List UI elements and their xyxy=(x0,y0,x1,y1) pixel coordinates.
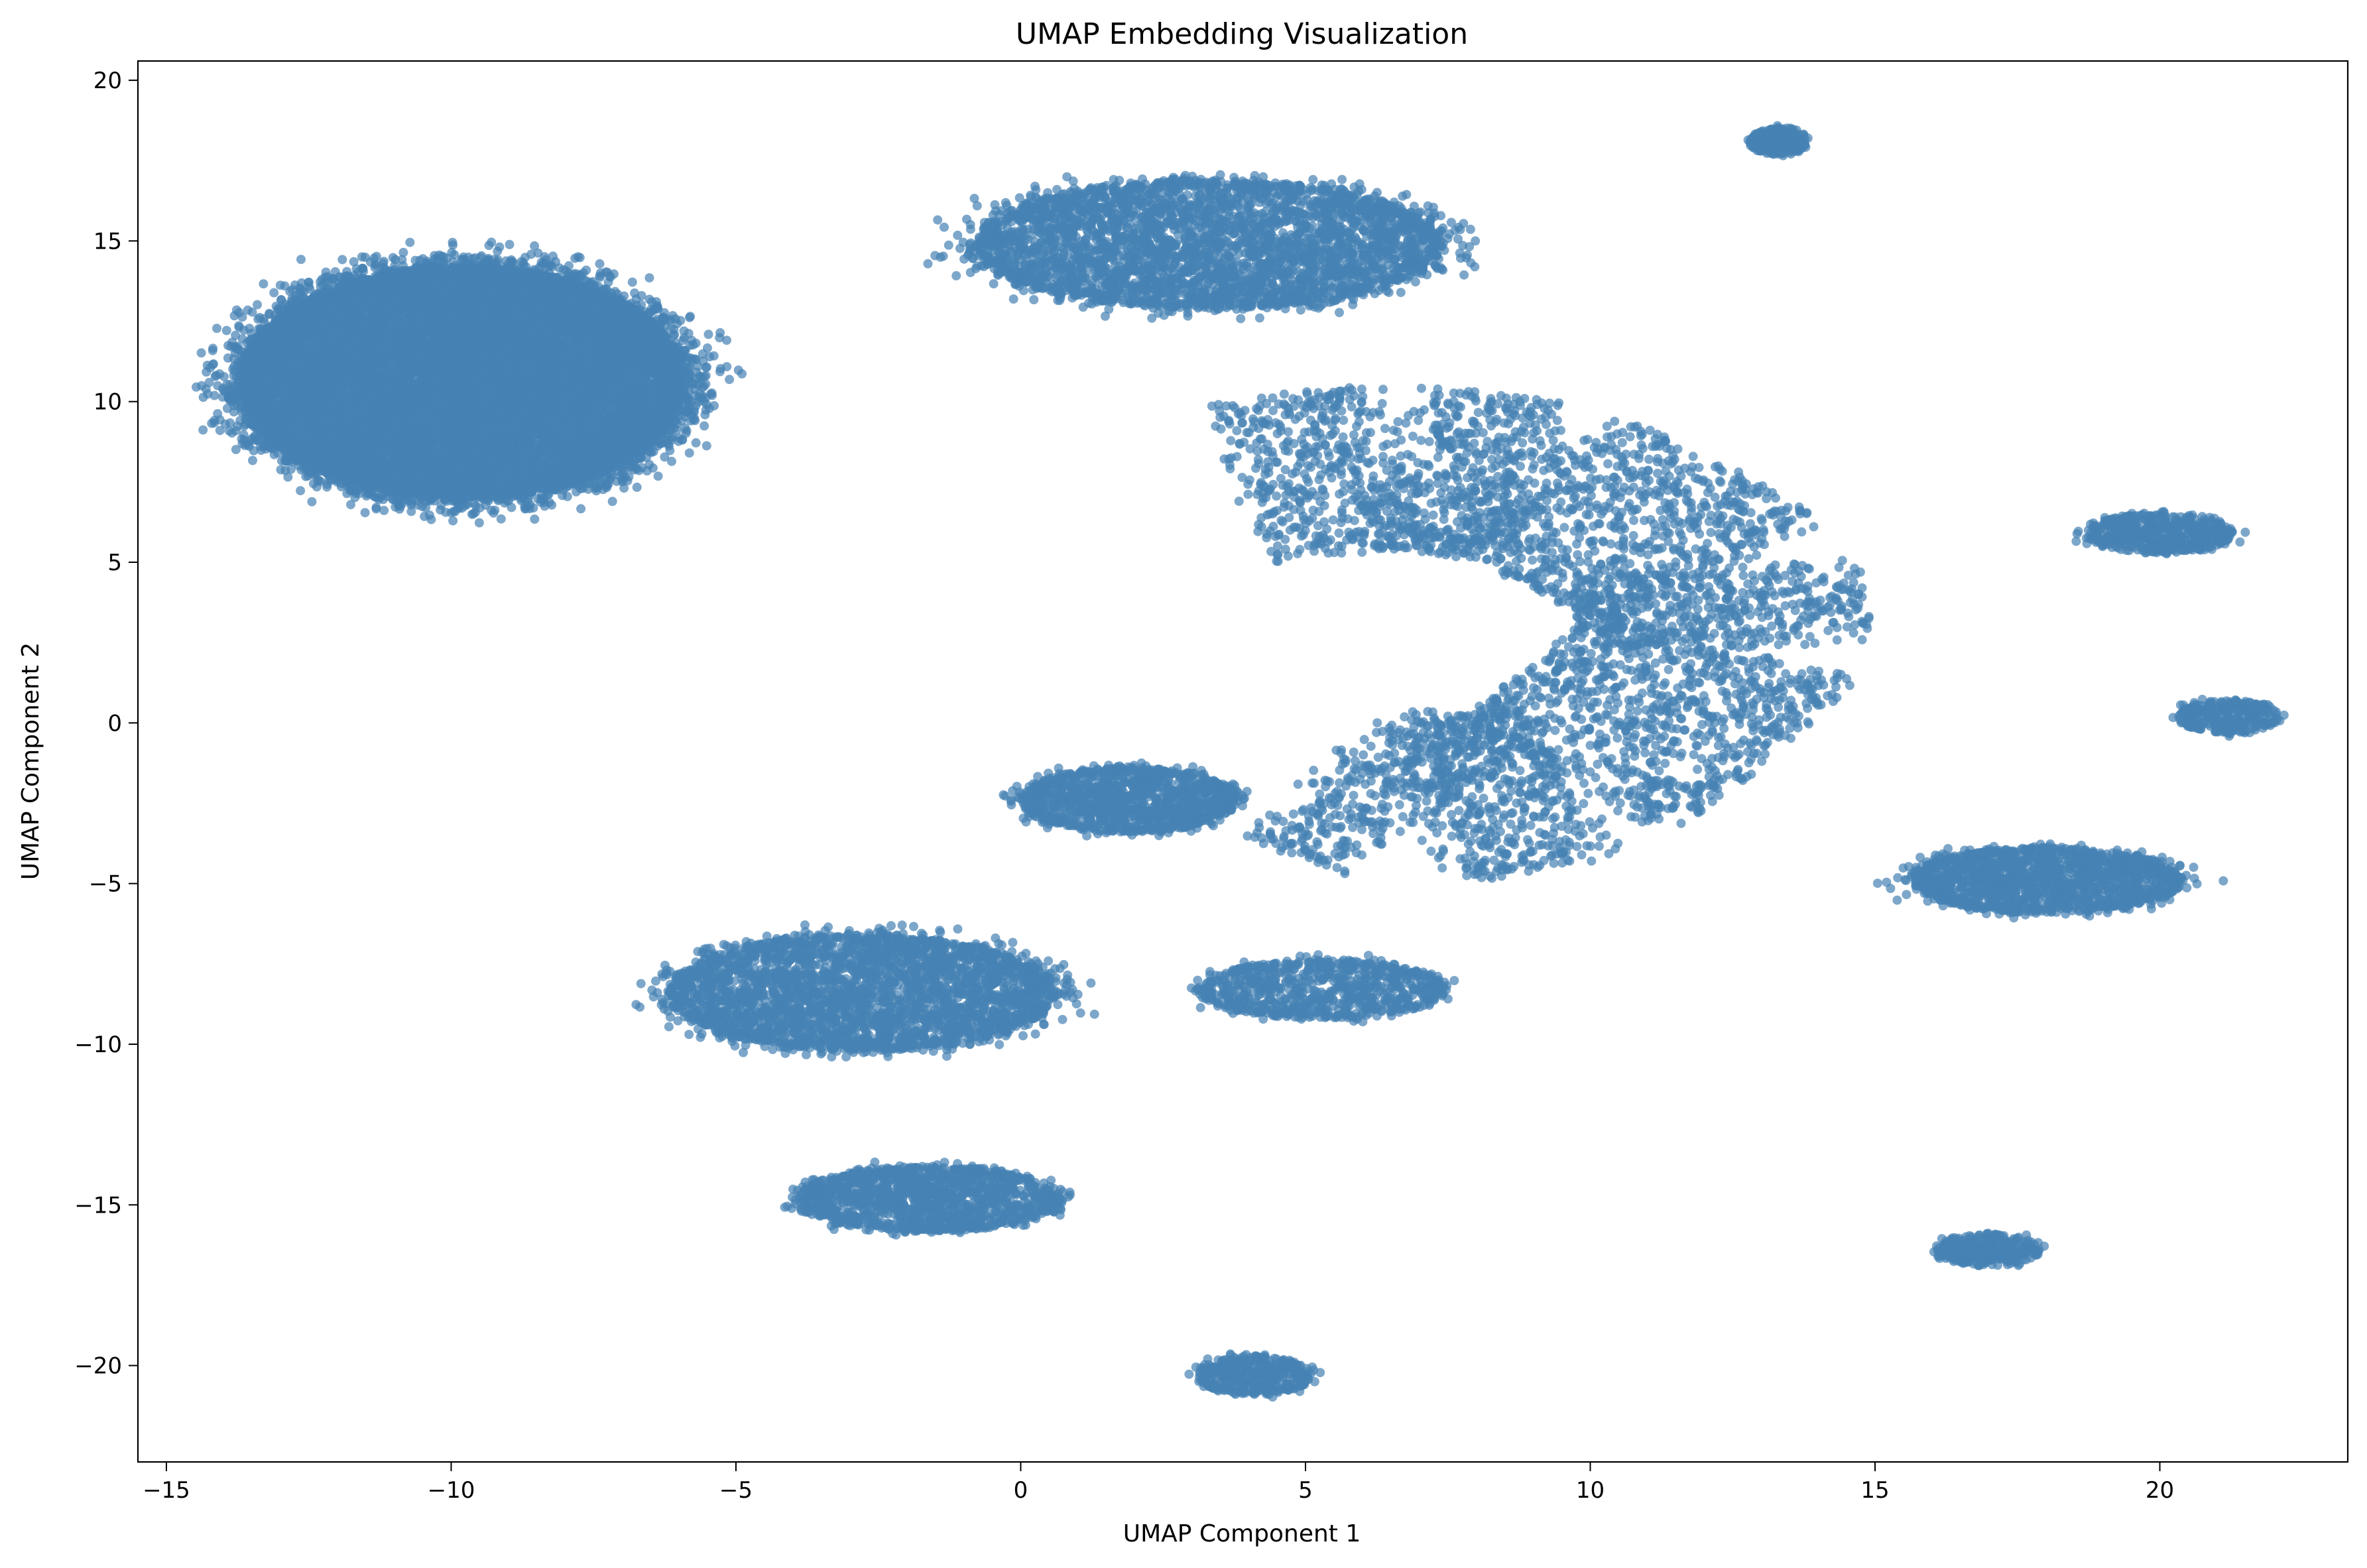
scatter-point xyxy=(231,331,240,340)
scatter-point xyxy=(296,486,305,495)
scatter-point xyxy=(645,273,654,282)
scatter-point xyxy=(633,483,642,492)
scatter-point xyxy=(248,456,257,465)
scatter-point xyxy=(725,375,734,384)
scatter-point xyxy=(269,288,278,298)
scatter-point xyxy=(685,313,694,322)
scatter-point xyxy=(212,324,221,333)
chart-title: UMAP Embedding Visualization xyxy=(1016,17,1468,51)
scatter-point xyxy=(307,497,316,507)
scatter-point xyxy=(574,252,583,261)
scatter-point xyxy=(487,237,496,247)
